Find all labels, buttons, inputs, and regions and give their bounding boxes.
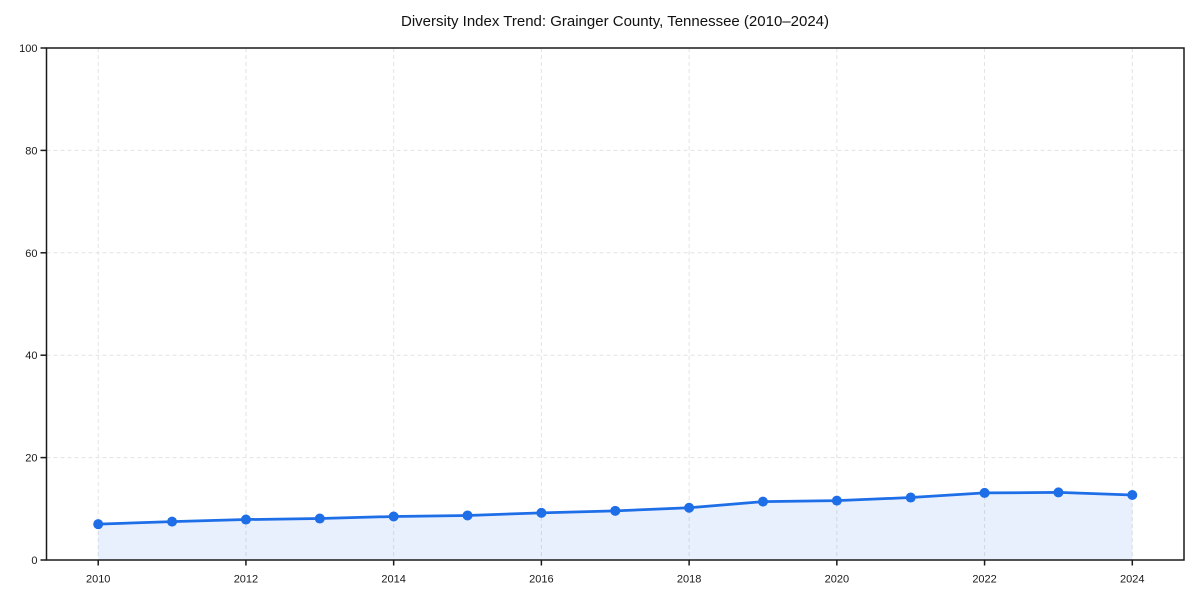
x-tick-label: 2014: [381, 574, 405, 586]
y-tick-label: 0: [31, 555, 37, 567]
y-tick-label: 40: [25, 350, 37, 362]
data-point-2014: [388, 511, 399, 522]
data-point-2023: [1053, 487, 1064, 498]
x-tick-label: 2020: [825, 574, 849, 586]
data-point-2015: [462, 510, 473, 521]
x-tick-label: 2024: [1120, 574, 1144, 586]
y-tick-label: 20: [25, 453, 37, 465]
data-point-2017: [610, 505, 621, 516]
data-point-2018: [684, 502, 695, 513]
plot-border: [45, 47, 1185, 561]
data-point-2020: [831, 495, 842, 506]
x-tick-label: 2012: [234, 574, 258, 586]
data-point-2012: [240, 514, 251, 525]
x-tick-label: 2022: [972, 574, 996, 586]
x-tick-label: 2018: [677, 574, 701, 586]
y-tick-label: 60: [25, 248, 37, 260]
x-tick-label: 2016: [529, 574, 553, 586]
data-point-2019: [757, 496, 768, 507]
chart-title: Diversity Index Trend: Grainger County, …: [400, 13, 830, 30]
data-point-2010: [93, 519, 104, 530]
data-point-2024: [1127, 489, 1138, 500]
y-tick-label: 100: [19, 43, 37, 55]
area-fill: [98, 492, 1133, 560]
data-point-2011: [167, 516, 178, 527]
data-point-2016: [536, 507, 547, 518]
data-point-2013: [314, 513, 325, 524]
data-point-2022: [979, 487, 990, 498]
y-tick-label: 80: [25, 145, 37, 157]
x-tick-label: 2010: [86, 574, 110, 586]
data-point-2021: [905, 492, 916, 503]
